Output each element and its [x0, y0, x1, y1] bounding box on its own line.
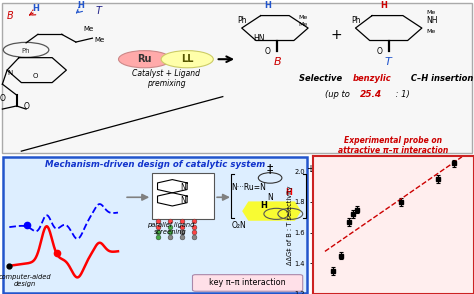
Text: LL: LL — [181, 54, 193, 64]
Text: Me: Me — [427, 29, 436, 34]
Y-axis label: ΔΔG‡ of B : T selectivity: ΔΔG‡ of B : T selectivity — [287, 185, 293, 265]
FancyBboxPatch shape — [3, 157, 307, 293]
Text: $\it{T}$: $\it{T}$ — [384, 56, 393, 67]
FancyBboxPatch shape — [152, 173, 214, 219]
FancyBboxPatch shape — [2, 3, 472, 153]
Text: Ph: Ph — [22, 48, 30, 54]
Text: C–H insertion: C–H insertion — [408, 74, 473, 83]
Text: benzylic: benzylic — [353, 74, 392, 83]
Text: parallel ligand
screening: parallel ligand screening — [147, 222, 194, 235]
Polygon shape — [242, 201, 301, 221]
Title: Experimental probe on
attractive π–π interaction: Experimental probe on attractive π–π int… — [338, 136, 448, 155]
Circle shape — [118, 51, 171, 68]
Text: (up to: (up to — [325, 90, 352, 98]
Text: Ph: Ph — [351, 16, 360, 25]
Circle shape — [161, 51, 213, 68]
Text: premixing: premixing — [146, 79, 185, 88]
Text: H: H — [260, 201, 267, 210]
Text: : 1): : 1) — [393, 90, 410, 98]
Text: O: O — [23, 102, 29, 111]
Text: $\it{B}$: $\it{B}$ — [6, 9, 15, 21]
Text: Me: Me — [299, 22, 308, 28]
Text: +: + — [331, 28, 342, 42]
Text: $\it{T}$: $\it{T}$ — [95, 4, 104, 16]
Text: Me: Me — [83, 26, 93, 32]
Text: O: O — [376, 47, 382, 56]
Text: 25.4: 25.4 — [360, 90, 383, 98]
Text: +: + — [306, 164, 314, 174]
Text: N: N — [8, 70, 13, 76]
Text: HN: HN — [254, 34, 265, 43]
Text: H: H — [77, 1, 84, 10]
Text: O₂N: O₂N — [232, 221, 246, 230]
Text: O: O — [0, 94, 5, 103]
Text: Mechanism-driven design of catalytic system: Mechanism-driven design of catalytic sys… — [45, 160, 265, 169]
Text: NH: NH — [427, 16, 438, 25]
Text: N: N — [180, 183, 186, 192]
Text: Ru: Ru — [137, 54, 152, 64]
Text: N: N — [180, 196, 186, 205]
Text: Ph: Ph — [237, 16, 246, 25]
Text: H: H — [32, 4, 39, 13]
Text: Me: Me — [427, 10, 436, 15]
Text: Selective: Selective — [299, 74, 345, 83]
Text: $\it{B}$: $\it{B}$ — [273, 56, 282, 67]
Text: O: O — [33, 73, 38, 79]
Text: H: H — [381, 1, 387, 10]
Text: N···Ru=N: N···Ru=N — [231, 183, 266, 192]
Text: ‡: ‡ — [267, 162, 273, 175]
Text: N: N — [267, 193, 273, 202]
Text: Catalyst + Ligand: Catalyst + Ligand — [132, 69, 200, 78]
Text: Me: Me — [95, 37, 105, 43]
Text: key π–π interaction: key π–π interaction — [209, 278, 286, 287]
Text: computer-aided
design: computer-aided design — [0, 274, 51, 287]
Text: O: O — [265, 47, 271, 56]
FancyBboxPatch shape — [192, 275, 303, 291]
Text: Me: Me — [299, 15, 308, 20]
Text: H: H — [264, 1, 271, 10]
Text: H: H — [285, 188, 292, 196]
